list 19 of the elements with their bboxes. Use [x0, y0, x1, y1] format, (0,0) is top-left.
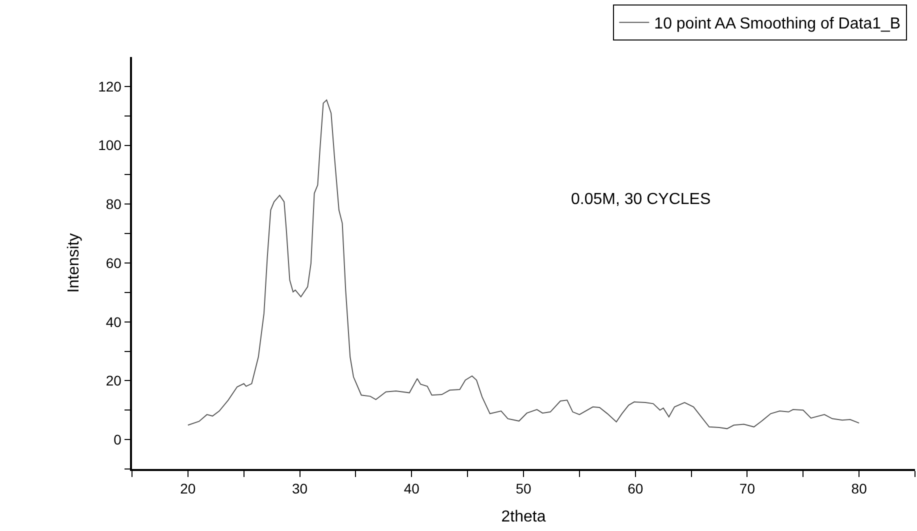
y-tick-label: 80: [106, 196, 122, 212]
x-tick-label: 60: [628, 480, 644, 497]
x-tick-label: 40: [404, 480, 420, 497]
y-tick-label: 20: [106, 372, 122, 389]
x-tick-label: 20: [180, 480, 196, 497]
legend-label: 10 point AA Smoothing of Data1_B: [654, 16, 901, 33]
x-tick-label: 80: [851, 480, 868, 497]
x-axis-title: 2theta: [501, 508, 546, 526]
y-tick-label: 120: [98, 78, 122, 94]
y-axis-title: Intensity: [65, 233, 82, 293]
y-tick-label: 0: [114, 431, 122, 448]
y-tick-label: 60: [106, 254, 122, 271]
y-tick-label: 100: [98, 137, 122, 154]
annotation: 0.05M, 30 CYCLES: [571, 191, 711, 208]
line-series: [187, 99, 860, 430]
y-tick-label: 40: [106, 314, 122, 330]
x-tick-label: 70: [739, 480, 756, 497]
x-tick-label: 50: [516, 480, 532, 497]
x-tick-label: 30: [292, 480, 308, 497]
